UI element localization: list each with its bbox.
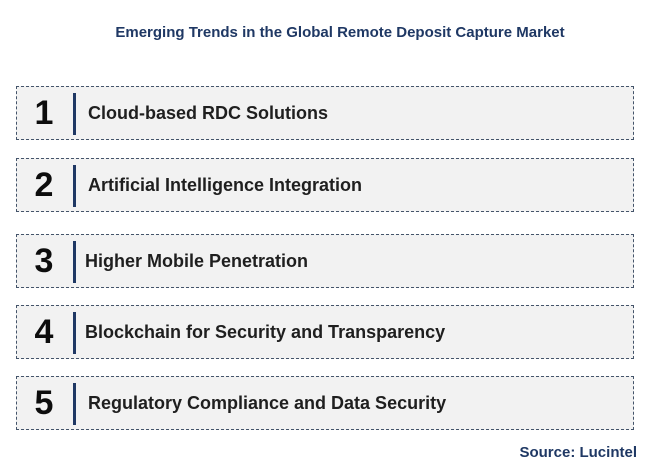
source-note: Source: Lucintel <box>519 444 637 461</box>
trend-item-5: 5 Regulatory Compliance and Data Securit… <box>16 376 634 430</box>
page-title: Emerging Trends in the Global Remote Dep… <box>115 24 565 41</box>
trend-item-3: 3 Higher Mobile Penetration <box>16 234 634 288</box>
trend-item-4: 4 Blockchain for Security and Transparen… <box>16 305 634 359</box>
trend-divider <box>73 165 76 207</box>
trend-number: 5 <box>34 384 54 422</box>
trend-label: Blockchain for Security and Transparency <box>85 322 446 342</box>
trend-item-1: 1 Cloud-based RDC Solutions <box>16 86 634 140</box>
trend-divider <box>73 312 76 354</box>
trend-number: 3 <box>34 242 54 280</box>
trend-divider <box>73 241 76 283</box>
trend-label: Regulatory Compliance and Data Security <box>88 393 447 413</box>
trend-divider <box>73 93 76 135</box>
trend-item-2: 2 Artificial Intelligence Integration <box>16 158 634 212</box>
trend-number: 2 <box>34 166 54 204</box>
trend-number: 1 <box>34 94 54 132</box>
trend-number: 4 <box>34 313 54 351</box>
trend-label: Cloud-based RDC Solutions <box>88 103 328 123</box>
trend-label: Higher Mobile Penetration <box>85 251 309 271</box>
trend-divider <box>73 383 76 425</box>
trend-label: Artificial Intelligence Integration <box>88 175 363 195</box>
